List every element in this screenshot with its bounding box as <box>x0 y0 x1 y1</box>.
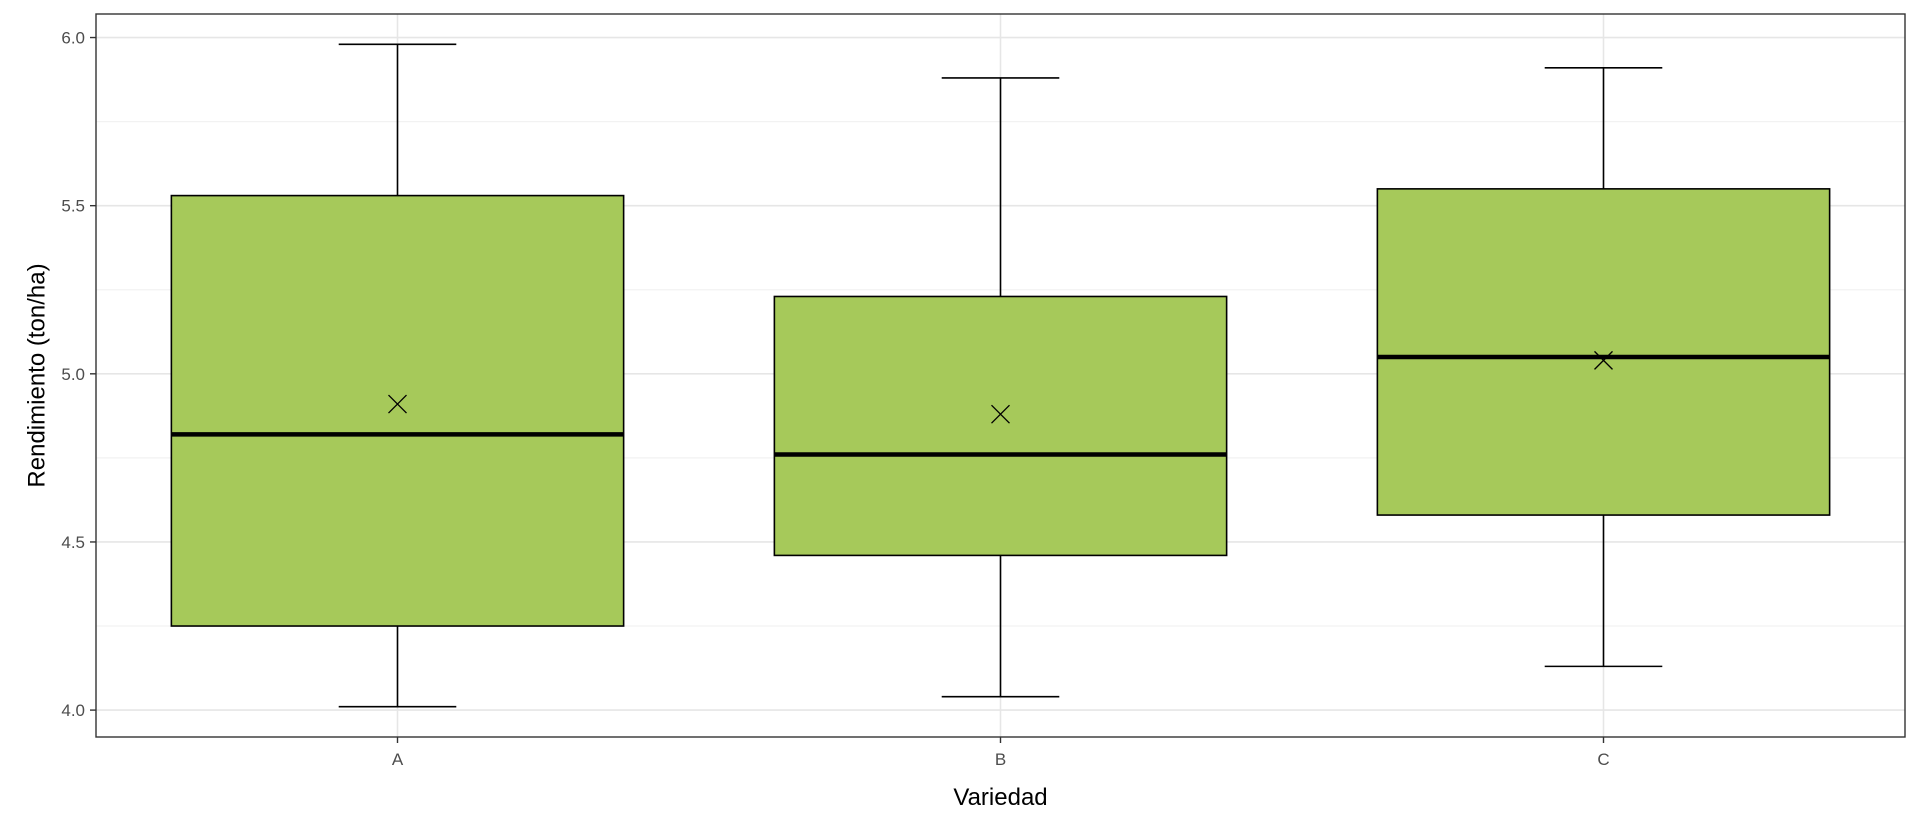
box-iqr <box>170 194 625 627</box>
boxes-group <box>170 43 1831 708</box>
box-C <box>1376 67 1831 668</box>
x-axis-title: Variedad <box>953 784 1047 811</box>
y-tick-label: 6.0 <box>61 29 85 48</box>
mean-x-icon <box>388 394 407 414</box>
axes-group: 4.0 4.5 5.0 5.5 6.0 A B C <box>61 29 1609 769</box>
x-tick-label: C <box>1597 750 1609 769</box>
mean-x-icon <box>991 404 1010 424</box>
box-iqr <box>773 295 1228 557</box>
y-axis-title: Rendimiento (ton/ha) <box>23 263 50 487</box>
y-tick-label: 5.5 <box>61 197 85 216</box>
box-B <box>773 77 1228 698</box>
y-tick-label: 5.0 <box>61 365 85 384</box>
box-iqr <box>1376 188 1831 516</box>
mean-x-icon <box>1594 350 1613 370</box>
box-A <box>170 43 625 708</box>
y-tick-label: 4.5 <box>61 533 85 552</box>
x-tick-label: A <box>392 750 404 769</box>
x-tick-label: B <box>995 750 1006 769</box>
y-tick-label: 4.0 <box>61 701 85 720</box>
